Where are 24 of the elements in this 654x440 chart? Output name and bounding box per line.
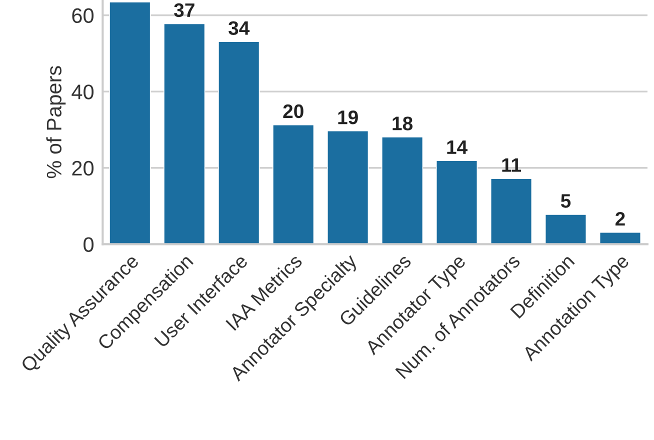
annotation: 2 [615, 212, 625, 226]
bar [164, 23, 206, 244]
annotation: 14 [447, 140, 468, 154]
annotation: 19 [338, 110, 358, 124]
y-tick-label: 60 [72, 8, 94, 24]
bar [490, 178, 532, 244]
bar [381, 136, 424, 244]
y-axis-title: % of Papers [46, 66, 66, 178]
annotation: 20 [283, 104, 304, 118]
y-tick-label: 40 [72, 84, 94, 100]
bar [436, 160, 478, 244]
bar [109, 1, 151, 244]
annotation: 11 [502, 158, 522, 172]
annotation: 37 [174, 3, 194, 18]
y-tick-label: 20 [72, 160, 94, 176]
annotation: 18 [392, 116, 413, 130]
bar [599, 232, 642, 244]
annotation: 34 [228, 21, 250, 35]
bar [272, 124, 314, 244]
bar [326, 130, 369, 244]
y-tick-label: 0 [84, 237, 94, 252]
bar [544, 214, 587, 244]
annotation: 5 [560, 194, 571, 208]
bar [218, 41, 260, 244]
